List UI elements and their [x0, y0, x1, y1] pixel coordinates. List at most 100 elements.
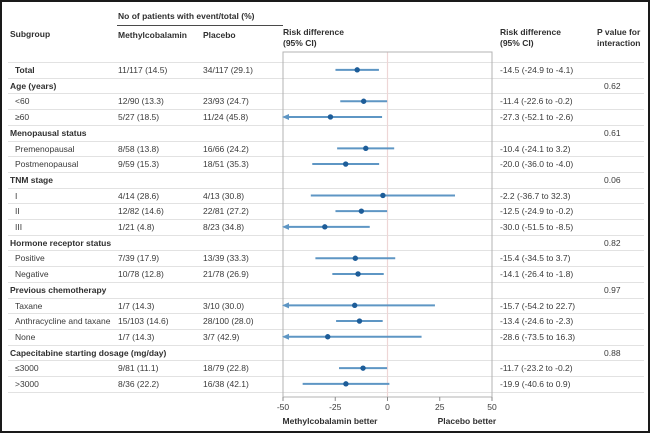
- p-value: 0.62: [604, 80, 621, 91]
- placebo-value: 28/100 (28.0): [203, 316, 254, 327]
- risk-difference-value: -28.6 (-73.5 to 16.3): [500, 331, 576, 342]
- p-value: 0.06: [604, 174, 621, 185]
- subgroup-label: Previous chemotherapy: [10, 284, 107, 295]
- table-row: >3000 8/36 (22.2) 16/38 (42.1) -19.9 (-40.6…: [8, 376, 644, 392]
- risk-difference-value: -27.3 (-52.1 to -2.6): [500, 112, 574, 123]
- table-row: Premenopausal 8/58 (13.8) 16/66 (24.2) -10.…: [8, 140, 644, 157]
- methylcobalamin-value: 8/58 (13.8): [118, 143, 160, 154]
- table-row: III 1/21 (4.8) 8/23 (34.8) -30.0 (-51.5 to …: [8, 219, 644, 235]
- methylcobalamin-value: 11/117 (14.5): [118, 65, 168, 75]
- placebo-value: 22/81 (27.2): [203, 206, 249, 217]
- placebo-value: 21/78 (26.9): [203, 269, 249, 280]
- placebo-value: 13/39 (33.3): [203, 253, 249, 264]
- risk-difference-value: -14.5 (-24.9 to -4.1): [500, 65, 574, 75]
- methylcobalamin-value: 1/7 (14.3): [118, 300, 155, 311]
- placebo-column-header: Placebo: [203, 30, 236, 40]
- group-row: Hormone receptor status 0.82: [8, 234, 644, 251]
- risk-difference-value: -20.0 (-36.0 to -4.0): [500, 159, 574, 170]
- subgroup-label: Positive: [15, 253, 45, 264]
- placebo-value: 16/38 (42.1): [203, 379, 249, 389]
- patients-header-underline: [117, 25, 283, 26]
- x-tick-label: -25: [329, 402, 342, 412]
- subgroup-label: TNM stage: [10, 174, 53, 185]
- subgroup-label: I: [15, 190, 18, 201]
- risk-difference-plot-header: Risk difference (95% CI): [283, 27, 344, 48]
- p-value: 0.97: [604, 284, 621, 295]
- risk-difference-value: -11.7 (-23.2 to -0.2): [500, 363, 573, 374]
- subgroup-label: ≤3000: [15, 363, 39, 374]
- placebo-value: 4/13 (30.8): [203, 190, 245, 201]
- subgroup-label: II: [15, 206, 20, 217]
- subgroup-header: Subgroup: [10, 29, 51, 39]
- methylcobalamin-value: 15/103 (14.6): [118, 316, 169, 327]
- subgroup-label: ≥60: [15, 112, 30, 123]
- risk-difference-value: -10.4 (-24.1 to 3.2): [500, 143, 571, 154]
- subgroup-label: Hormone receptor status: [10, 237, 112, 248]
- p-value: 0.82: [604, 237, 621, 248]
- table-row: Anthracycline and taxane 15/103 (14.6) 28/…: [8, 313, 644, 329]
- subgroup-label: III: [15, 222, 23, 232]
- placebo-value: 8/23 (34.8): [203, 222, 245, 232]
- x-tick-label: -50: [277, 402, 290, 412]
- table-row: Positive 7/39 (17.9) 13/39 (33.3) -15.4 (-3…: [8, 250, 644, 266]
- group-row: Previous chemotherapy 0.97: [8, 281, 644, 298]
- patients-group-header: No of patients with event/total (%): [118, 11, 255, 21]
- risk-difference-value: -11.4 (-22.6 to -0.2): [500, 96, 573, 107]
- subgroup-label: None: [15, 331, 36, 342]
- table-row: <60 12/90 (13.3) 23/93 (24.7) -11.4 (-22.6 …: [8, 93, 644, 109]
- table-row: Taxane 1/7 (14.3) 3/10 (30.0) -15.7 (-54.2 …: [8, 297, 644, 314]
- placebo-value: 3/10 (30.0): [203, 300, 245, 311]
- methylcobalamin-value: 8/36 (22.2): [118, 379, 160, 389]
- table-row: ≥60 5/27 (18.5) 11/24 (45.8) -27.3 (-52.1 t…: [8, 109, 644, 125]
- table-row: II 12/82 (14.6) 22/81 (27.2) -12.5 (-24.9 t…: [8, 203, 644, 219]
- subgroup-label: Taxane: [15, 300, 43, 311]
- methylcobalamin-value: 9/59 (15.3): [118, 159, 160, 170]
- subgroup-label: <60: [15, 96, 30, 107]
- risk-difference-value: -13.4 (-24.6 to -2.3): [500, 316, 574, 327]
- risk-difference-value: -15.4 (-34.5 to 3.7): [500, 253, 571, 264]
- table-bottom-rule: [8, 391, 644, 393]
- subgroup-label: Menopausal status: [10, 127, 87, 138]
- subgroup-label: Premenopausal: [15, 143, 75, 154]
- methylcobalamin-value: 9/81 (11.1): [118, 363, 159, 374]
- xlabel-right: Placebo better: [438, 416, 497, 426]
- table-row: None 1/7 (14.3) 3/7 (42.9) -28.6 (-73.5 to …: [8, 328, 644, 345]
- table-row: Postmenopausal 9/59 (15.3) 18/51 (35.3) -20…: [8, 156, 644, 172]
- table-row: Total 11/117 (14.5) 34/117 (29.1) -14.5 (-2…: [8, 62, 644, 78]
- table-row: ≤3000 9/81 (11.1) 18/79 (22.8) -11.7 (-23.2…: [8, 360, 644, 376]
- placebo-value: 18/51 (35.3): [203, 159, 249, 170]
- x-tick-label: 25: [435, 402, 445, 412]
- methylcobalamin-value: 4/14 (28.6): [118, 190, 160, 201]
- group-row: Menopausal status 0.61: [8, 124, 644, 141]
- methylcobalamin-value: 10/78 (12.8): [118, 269, 164, 280]
- subgroup-label: >3000: [15, 379, 39, 389]
- methylcobalamin-value: 5/27 (18.5): [118, 112, 160, 123]
- placebo-value: 23/93 (24.7): [203, 96, 249, 107]
- risk-difference-value: -2.2 (-36.7 to 32.3): [500, 190, 571, 201]
- methylcobalamin-value: 1/21 (4.8): [118, 222, 155, 232]
- placebo-value: 16/66 (24.2): [203, 143, 249, 154]
- placebo-value: 11/24 (45.8): [203, 112, 249, 123]
- risk-difference-value: -14.1 (-26.4 to -1.8): [500, 269, 574, 280]
- methylcobalamin-value: 1/7 (14.3): [118, 331, 155, 342]
- subgroup-label: Postmenopausal: [15, 159, 79, 170]
- group-row: TNM stage 0.06: [8, 171, 644, 188]
- subgroup-label: Age (years): [10, 80, 57, 91]
- subgroup-label: Anthracycline and taxane: [15, 316, 111, 327]
- methylcobalamin-column-header: Methylcobalamin: [118, 30, 187, 40]
- p-value: 0.61: [604, 127, 621, 138]
- table-row: Negative 10/78 (12.8) 21/78 (26.9) -14.1 (-…: [8, 266, 644, 282]
- p-value: 0.88: [604, 347, 621, 358]
- risk-difference-value: -30.0 (-51.5 to -8.5): [500, 222, 574, 232]
- x-tick-label: 0: [385, 402, 390, 412]
- risk-difference-text-header: Risk difference (95% CI): [500, 27, 561, 48]
- xlabel-left: Methylcobalamin better: [283, 416, 379, 426]
- group-row: Age (years) 0.62: [8, 77, 644, 94]
- methylcobalamin-value: 12/82 (14.6): [118, 206, 164, 217]
- x-tick-label: 50: [487, 402, 497, 412]
- methylcobalamin-value: 7/39 (17.9): [118, 253, 160, 264]
- placebo-value: 34/117 (29.1): [203, 65, 253, 75]
- subgroup-label: Capecitabine starting dosage (mg/day): [10, 347, 167, 358]
- p-value-header: P value for interaction: [597, 27, 641, 48]
